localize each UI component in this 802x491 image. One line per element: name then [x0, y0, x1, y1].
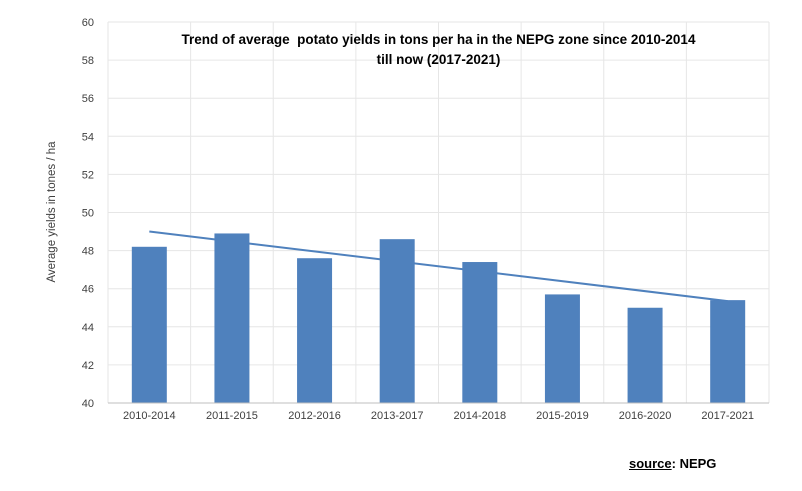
- y-tick-label: 42: [82, 360, 94, 372]
- bar: [544, 294, 580, 403]
- x-tick-label: 2017-2021: [701, 410, 754, 422]
- y-tick-label: 46: [82, 284, 94, 296]
- source-label: source: [629, 456, 672, 471]
- y-tick-label: 60: [82, 17, 94, 29]
- bar: [710, 300, 746, 403]
- bar: [462, 262, 498, 403]
- chart-title: Trend of average potato yields in tons p…: [108, 30, 769, 70]
- x-tick-label: 2010-2014: [123, 410, 176, 422]
- chart-title-line2: till now (2017-2021): [376, 52, 501, 67]
- x-tick-label: 2014-2018: [454, 410, 507, 422]
- x-tick-label: 2015-2019: [536, 410, 589, 422]
- bar: [627, 307, 663, 403]
- y-tick-label: 56: [82, 93, 94, 105]
- y-axis-title: Average yields in tones / ha: [46, 141, 58, 283]
- bar: [297, 258, 333, 403]
- y-tick-label: 44: [82, 322, 94, 334]
- y-tick-label: 52: [82, 169, 94, 181]
- bar: [379, 239, 415, 403]
- source-value: : NEPG: [671, 456, 717, 471]
- y-tick-label: 40: [82, 398, 94, 410]
- source-note: source: NEPG: [629, 456, 716, 471]
- y-tick-label: 48: [82, 246, 94, 258]
- y-tick-label: 50: [82, 208, 94, 220]
- x-tick-label: 2016-2020: [619, 410, 672, 422]
- x-tick-label: 2012-2016: [288, 410, 341, 422]
- x-tick-label: 2011-2015: [206, 410, 258, 422]
- y-tick-label: 54: [82, 131, 94, 143]
- bar: [214, 233, 250, 403]
- x-tick-label: 2013-2017: [371, 410, 424, 422]
- chart-title-line1: Trend of average potato yields in tons p…: [181, 32, 696, 47]
- y-tick-label: 58: [82, 55, 94, 67]
- bar: [131, 246, 167, 403]
